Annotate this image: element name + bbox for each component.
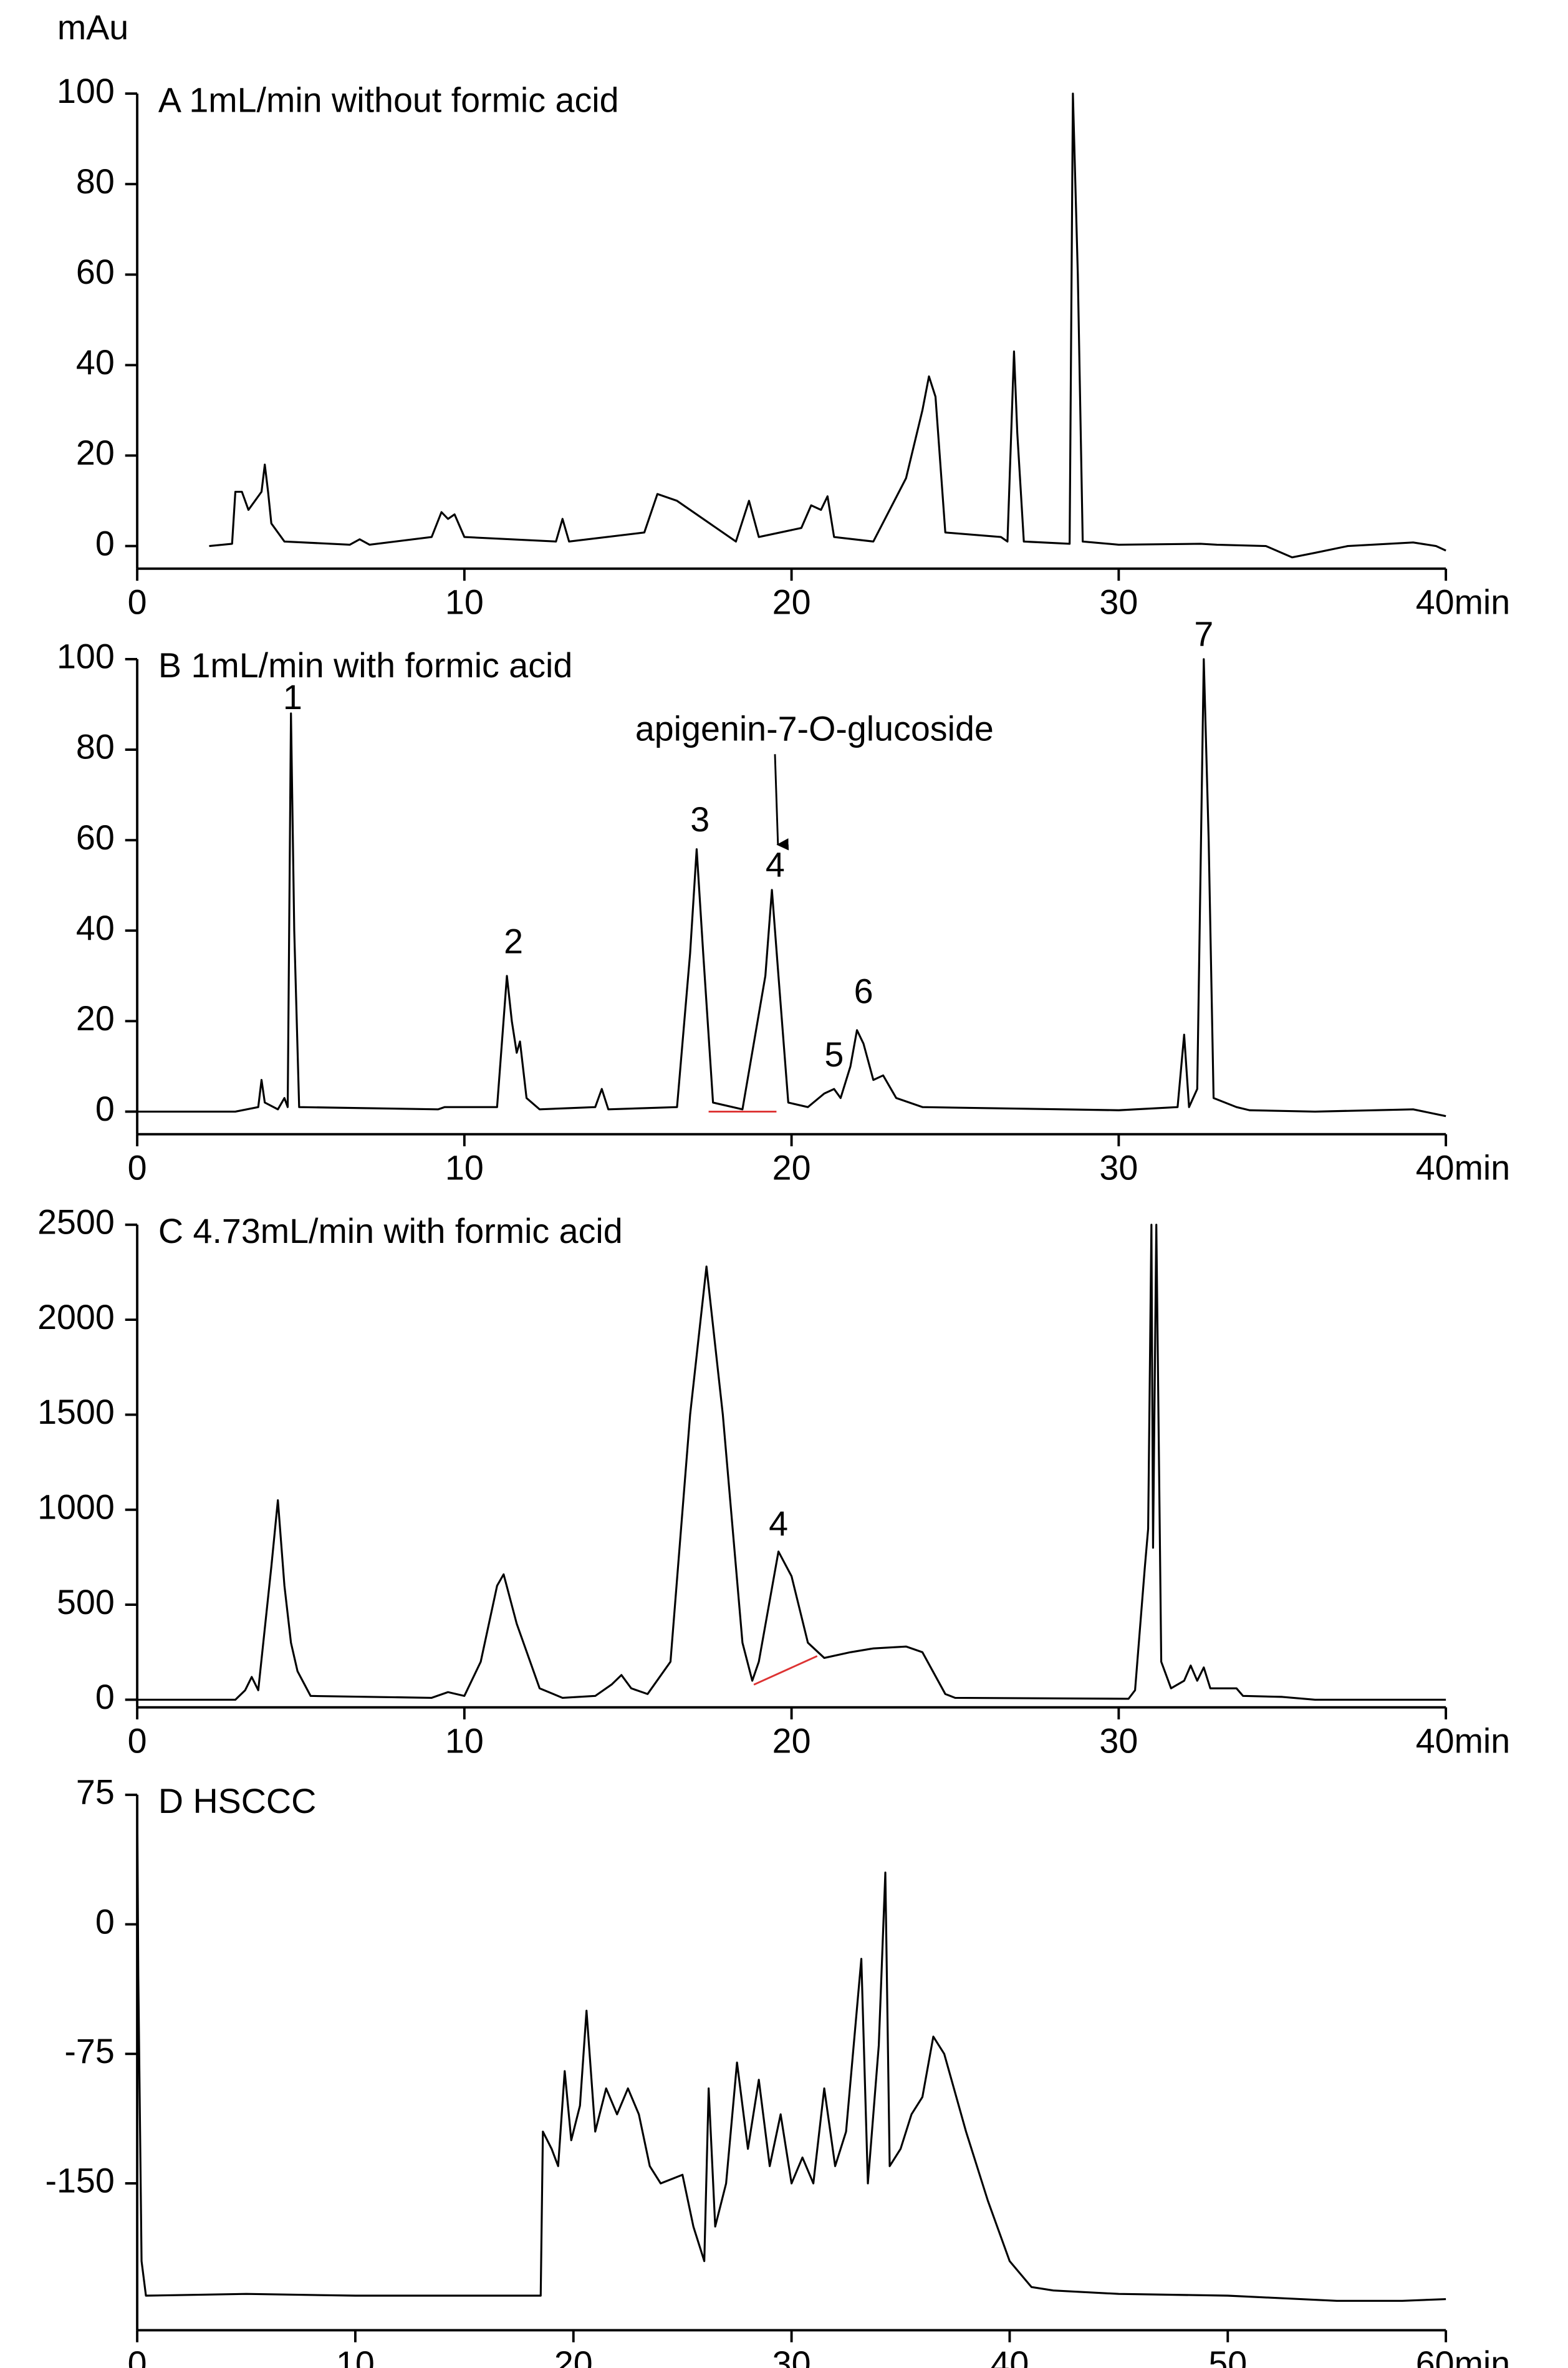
trace	[136, 1794, 1446, 2302]
y-tick-label: 0	[95, 1090, 115, 1128]
y-tick-label: 500	[57, 1583, 115, 1621]
x-tick-label: 60min	[1416, 2344, 1510, 2368]
x-tick-label: 40min	[1416, 583, 1510, 622]
y-tick-label: 100	[57, 72, 115, 110]
x-tick-label: 10	[336, 2344, 375, 2368]
y-tick-label: 75	[76, 1773, 115, 1812]
panel-title: C 4.73mL/min with formic acid	[158, 1212, 623, 1250]
x-tick-label: 40min	[1416, 1148, 1510, 1187]
y-tick-label: 0	[95, 1678, 115, 1716]
x-tick-label: 0	[128, 1721, 147, 1760]
panel-title: B 1mL/min with formic acid	[158, 646, 572, 685]
y-tick-label: 80	[76, 728, 115, 766]
x-tick-label: 0	[128, 1148, 147, 1187]
trace	[137, 658, 1446, 1118]
y-tick-label: 1500	[37, 1393, 115, 1431]
x-tick-label: 20	[554, 2344, 593, 2368]
x-tick-label: 10	[445, 1148, 484, 1187]
peak-label: 4	[766, 845, 785, 884]
trace	[137, 1224, 1446, 1701]
y-tick-label: -75	[64, 2032, 114, 2071]
y-tick-label: 60	[76, 253, 115, 291]
x-tick-label: 0	[128, 2344, 147, 2368]
peak-label: 6	[854, 972, 873, 1010]
y-axis-label: mAu	[57, 8, 128, 47]
x-tick-label: 0	[128, 583, 147, 622]
y-tick-label: 20	[76, 999, 115, 1038]
y-tick-label: 60	[76, 818, 115, 857]
x-tick-label: 30	[1099, 583, 1138, 622]
y-tick-label: 100	[57, 637, 115, 676]
y-tick-label: 1000	[37, 1487, 115, 1526]
panel-title: A 1mL/min without formic acid	[158, 80, 619, 119]
x-tick-label: 30	[772, 2344, 811, 2368]
peak-label: 4	[769, 1504, 788, 1543]
y-tick-label: 20	[76, 433, 115, 472]
x-tick-label: 20	[772, 1148, 811, 1187]
peak-label: 1	[283, 678, 302, 717]
y-tick-label: 0	[95, 1902, 115, 1941]
x-tick-label: 40min	[1416, 1721, 1510, 1760]
y-tick-label: 2500	[37, 1202, 115, 1241]
peak-label: 5	[824, 1035, 844, 1074]
peak-label: apigenin-7-O-glucoside	[635, 710, 994, 748]
x-tick-label: 30	[1099, 1148, 1138, 1187]
y-tick-label: 2000	[37, 1298, 115, 1336]
annotation-arrow	[774, 754, 789, 851]
x-tick-label: 10	[445, 1721, 484, 1760]
x-tick-label: 30	[1099, 1721, 1138, 1760]
y-tick-label: 40	[76, 343, 115, 382]
x-tick-label: 40	[991, 2344, 1029, 2368]
trace	[209, 92, 1446, 559]
panel-title: D HSCCC	[158, 1782, 316, 1820]
peak-label: 7	[1194, 614, 1213, 653]
x-tick-label: 20	[772, 583, 811, 622]
y-tick-label: -150	[45, 2162, 114, 2200]
y-tick-label: 80	[76, 162, 115, 201]
x-tick-label: 10	[445, 583, 484, 622]
x-tick-label: 20	[772, 1721, 811, 1760]
y-tick-label: 40	[76, 909, 115, 947]
x-tick-label: 50	[1208, 2344, 1247, 2368]
y-tick-label: 0	[95, 524, 115, 563]
peak-label: 2	[504, 922, 523, 961]
baseline	[753, 1655, 818, 1686]
peak-label: 3	[690, 800, 709, 839]
